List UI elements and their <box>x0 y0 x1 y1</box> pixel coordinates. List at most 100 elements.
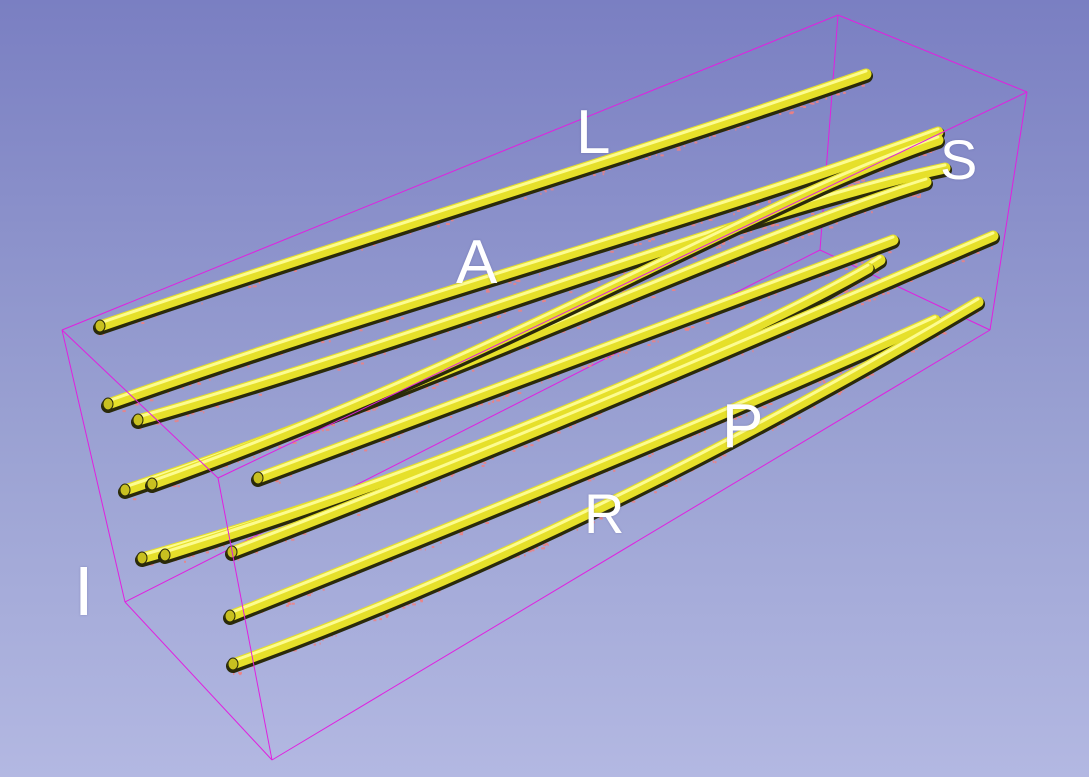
point-cloud-dot <box>537 439 540 442</box>
point-cloud-dot <box>799 105 803 108</box>
point-cloud-dot <box>691 326 695 329</box>
point-cloud-dot <box>485 522 489 524</box>
point-cloud-dot <box>753 409 756 412</box>
point-cloud-dot <box>916 195 921 198</box>
point-cloud-dot <box>248 286 252 288</box>
point-cloud-dot <box>743 231 747 234</box>
tube-cap <box>119 483 131 497</box>
point-cloud-dot <box>393 438 395 441</box>
point-cloud-dot <box>460 326 462 329</box>
point-cloud-dot <box>409 232 412 235</box>
point-cloud-dot <box>205 551 209 554</box>
point-cloud-dot <box>424 548 426 551</box>
point-cloud-dot <box>287 601 291 604</box>
point-cloud-dot <box>700 221 703 224</box>
point-cloud-dot <box>258 393 262 396</box>
tube-body <box>146 134 944 490</box>
point-cloud-dot <box>679 478 682 481</box>
bounding-box-edge <box>819 14 839 251</box>
point-cloud-dot <box>873 298 876 301</box>
point-cloud-dot <box>720 456 722 459</box>
point-cloud-dot <box>568 426 572 429</box>
point-cloud-dot <box>201 302 203 305</box>
point-cloud-dot <box>385 615 389 618</box>
point-cloud-dot <box>809 102 812 105</box>
point-cloud-dot <box>567 487 571 490</box>
point-cloud-dot <box>671 331 674 334</box>
point-cloud-dot <box>846 291 848 294</box>
point-cloud-dot <box>253 456 256 459</box>
point-cloud-dot <box>480 403 484 406</box>
point-cloud-dot <box>768 403 773 405</box>
point-cloud-dot <box>738 416 742 418</box>
bounding-box-edge <box>61 14 839 331</box>
point-cloud-dot <box>741 353 744 356</box>
point-cloud-dot <box>652 236 654 239</box>
point-cloud-dot <box>316 431 320 433</box>
point-cloud-dot <box>922 154 927 157</box>
point-cloud-dot <box>815 101 819 103</box>
point-cloud-dot <box>291 439 295 442</box>
orientation-label-inferior: I <box>74 552 94 630</box>
point-cloud-dot <box>446 223 450 225</box>
point-cloud-dot <box>888 251 892 254</box>
point-cloud-dot <box>537 501 541 504</box>
tube-cap <box>102 397 114 411</box>
point-cloud-dot <box>604 357 608 360</box>
point-cloud-dot <box>736 210 740 212</box>
point-cloud-dot <box>306 433 310 436</box>
point-cloud-dot <box>886 292 890 295</box>
point-cloud-dot <box>763 226 767 229</box>
orientation-label-posterior: P <box>722 392 764 461</box>
point-cloud-dot <box>259 452 261 455</box>
point-cloud-dot <box>379 618 382 621</box>
tube-cap <box>132 413 144 427</box>
tube-highlight <box>228 315 937 615</box>
point-cloud-dot <box>671 289 676 291</box>
point-cloud-dot <box>726 264 730 267</box>
point-cloud-dot <box>919 193 921 196</box>
point-cloud-dot <box>742 305 746 308</box>
tube-highlight <box>98 69 868 325</box>
point-cloud-dot <box>335 634 337 637</box>
point-cloud-dot <box>689 435 693 438</box>
point-cloud-dot <box>319 642 321 645</box>
point-cloud-dot <box>375 406 378 409</box>
point-cloud-dot <box>648 155 651 158</box>
point-cloud-dot <box>850 366 853 369</box>
point-cloud-dot <box>471 369 475 372</box>
tube-cap <box>136 551 148 565</box>
point-cloud-dot <box>665 232 668 235</box>
point-cloud-dot <box>613 469 616 472</box>
tube-highlight <box>231 297 980 663</box>
point-cloud-dot <box>528 504 529 507</box>
point-cloud-dot <box>517 555 520 558</box>
point-cloud-dot <box>491 457 494 460</box>
point-cloud-dot <box>524 554 526 557</box>
point-cloud-dot <box>606 313 608 316</box>
point-cloud-dot <box>439 541 442 544</box>
point-cloud-dot <box>952 262 955 264</box>
point-cloud-dot <box>876 271 878 274</box>
point-cloud-dot <box>229 400 234 403</box>
point-cloud-dot <box>813 406 816 409</box>
point-cloud-dot <box>459 531 464 534</box>
point-cloud-dot <box>609 356 612 359</box>
bounding-box-edge <box>61 329 219 479</box>
point-cloud-dot <box>811 102 815 105</box>
point-cloud-dot <box>239 673 242 676</box>
point-cloud-dot <box>918 155 920 158</box>
tube-highlight <box>230 231 995 551</box>
point-cloud-dot <box>860 303 864 306</box>
point-cloud-dot <box>481 465 485 467</box>
point-cloud-dot <box>789 193 793 196</box>
point-cloud-dot <box>639 396 643 398</box>
point-cloud-dot <box>774 293 777 296</box>
point-cloud-dot <box>483 461 487 464</box>
point-cloud-dot <box>524 197 527 200</box>
point-cloud-dot <box>854 181 856 184</box>
point-cloud-dot <box>655 154 658 157</box>
tube-highlight <box>150 135 940 483</box>
